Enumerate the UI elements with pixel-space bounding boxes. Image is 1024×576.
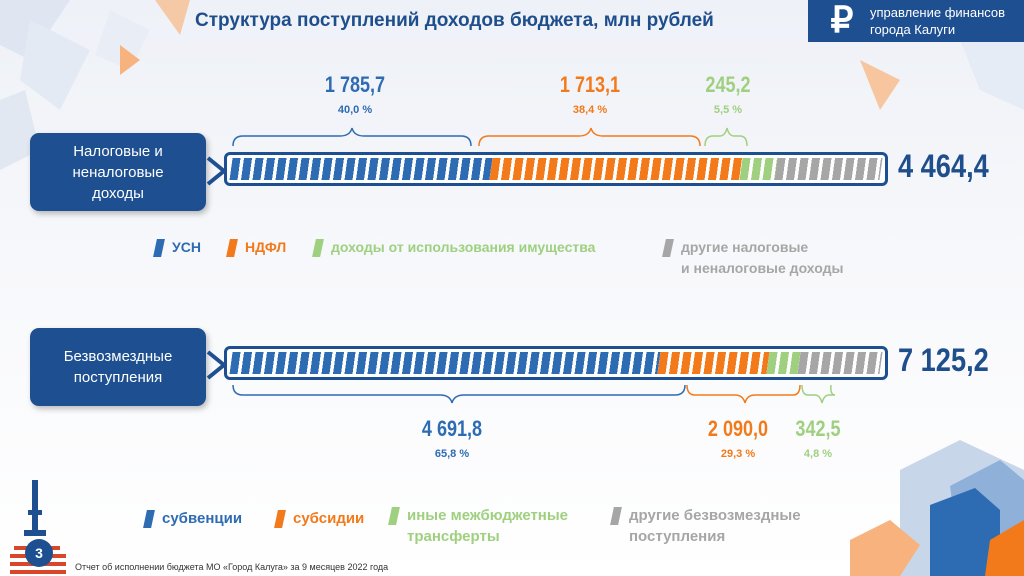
tax-bar-segments [229,158,883,180]
grant-segment-blue [229,352,661,374]
legend-label: доходы от использования имущества [331,239,596,255]
tax-ndfl-percent: 38,4 % [572,104,608,116]
logo-line-1: управление финансов [870,5,1006,20]
grant-brackets [232,384,836,404]
legend-swatch [143,510,155,528]
legend-label: другие безвозмездные поступления [629,505,801,547]
category-tax-revenue: Налоговые и неналоговые доходы [30,133,206,211]
grant-subsidies-value: 2 090,0 [707,416,769,441]
tax-total: 4 464,4 [898,148,989,184]
legend-swatch [153,239,165,257]
ruble-icon: ₽ [830,0,854,40]
grant-label-1: Безвозмездные [63,348,173,365]
logo-line-2: города Калуги [870,22,956,37]
legend-label-line: и неналоговые доходы [681,260,844,276]
bracket-usn [232,127,472,147]
grant-segment-green [766,352,801,374]
logo-banner [808,0,1024,42]
bracket-subsidies [686,384,801,404]
tax-brackets [232,127,748,147]
legend-swatch [662,239,674,257]
grant-label-2: поступления [73,369,163,386]
legend-label-line: другие налоговые [681,239,809,255]
tax-label-1: Налоговые и [73,142,163,160]
tax-segment-green [739,158,778,180]
grant-subventions-value: 4 691,8 [421,416,483,441]
legend-label: иные межбюджетные трансферты [407,505,568,547]
tax-ndfl-value: 1 713,1 [559,72,621,97]
tax-segment-gray [774,158,883,180]
grant-transfers-percent: 4,8 % [803,448,833,460]
tax-segment-orange [489,158,743,180]
tax-usn-value: 1 785,7 [324,72,386,97]
bracket-transfers [801,384,836,404]
legend-swatch [610,507,622,525]
tax-label-3: доходы [92,184,144,202]
tax-bar [224,152,888,186]
page-number: 3 [25,539,53,567]
legend-subsidies: субсидии [274,508,365,529]
legend-swatch [312,239,324,257]
legend-subventions: субвенции [143,508,243,529]
legend-label: другие налоговые и неналоговые доходы [681,237,843,279]
grant-segment-gray [797,352,883,374]
legend-swatch [274,510,286,528]
grant-segment-orange [657,352,770,374]
grant-subsidies-percent: 29,3 % [720,448,756,460]
logo-text: управление финансов города Калуги [870,4,1005,38]
tax-property-percent: 5,5 % [713,104,743,116]
grant-bar [224,346,888,380]
legend-label: УСН [172,239,201,255]
grant-transfers-value: 342,5 [795,416,841,441]
legend-label-line: трансферты [407,528,500,545]
legend-other-grants: другие безвозмездные поступления [610,505,801,547]
legend-label-line: поступления [629,528,726,545]
legend-ndfl: НДФЛ [226,237,287,258]
tax-property-value: 245,2 [705,72,751,97]
grant-subventions-percent: 65,8 % [434,448,470,460]
legend-other-tax: другие налоговые и неналоговые доходы [662,237,843,279]
tax-label-2: неналоговые [72,163,164,181]
legend-label-line: иные межбюджетные [407,507,569,524]
grant-total: 7 125,2 [898,342,989,378]
legend-property: доходы от использования имущества [312,237,596,258]
bracket-property [704,127,748,147]
legend-transfers: иные межбюджетные трансферты [388,505,568,547]
legend-swatch [226,239,238,257]
footer-text: Отчет об исполнении бюджета МО «Город Ка… [75,562,389,572]
legend-usn: УСН [153,237,201,258]
page-title: Структура поступлений доходов бюджета, м… [195,10,714,31]
legend-label: НДФЛ [245,239,287,255]
legend-label: субвенции [162,510,243,527]
tax-usn-percent: 40,0 % [337,104,373,116]
legend-label-line: другие безвозмездные [629,507,801,524]
bracket-subventions [232,384,686,404]
legend-label: субсидии [293,510,365,527]
legend-swatch [388,507,400,525]
tax-segment-blue [229,158,493,180]
grant-bar-segments [229,352,883,374]
category-grants: Безвозмездные поступления [30,328,206,406]
bracket-ndfl [478,127,701,147]
